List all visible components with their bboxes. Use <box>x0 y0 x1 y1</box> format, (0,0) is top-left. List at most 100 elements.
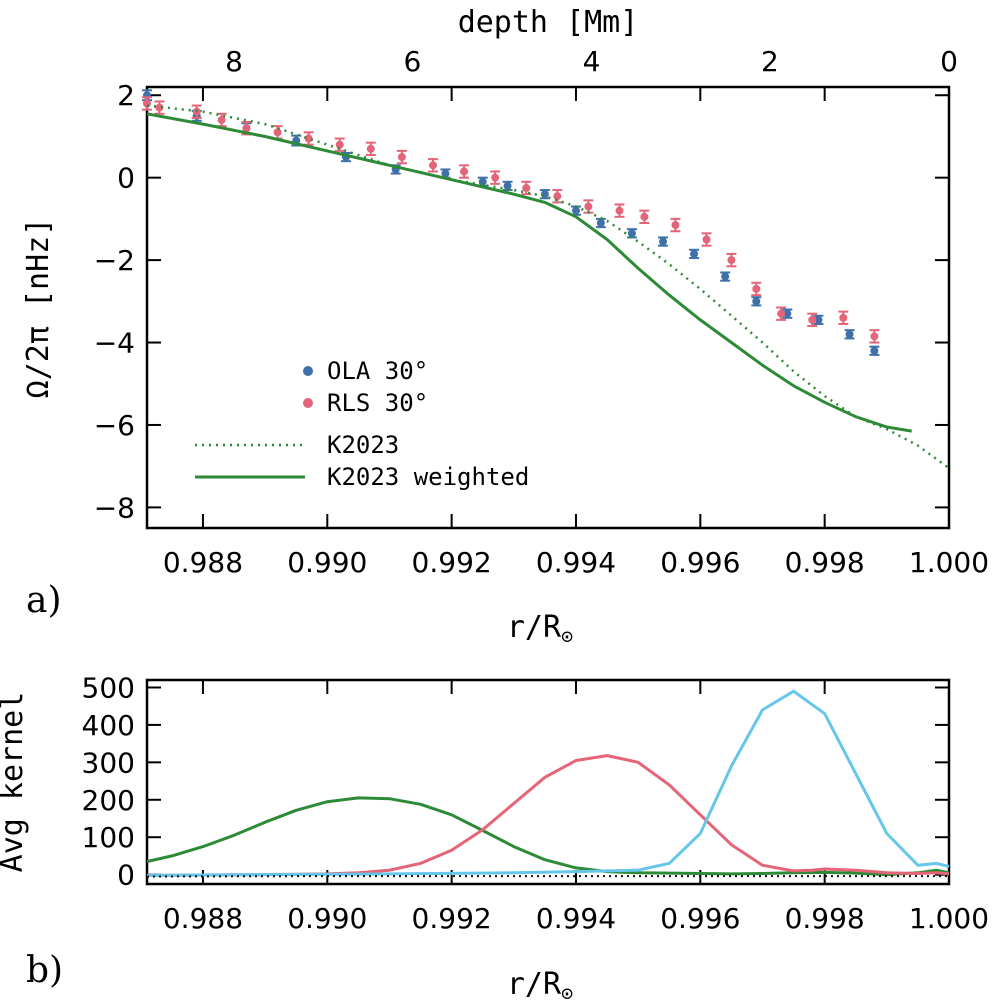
x-tick-label: 0.990 <box>287 902 367 935</box>
series-line <box>147 689 950 877</box>
y-tick-label: 300 <box>82 746 135 779</box>
series-line <box>147 112 912 433</box>
y-tick-label: 100 <box>82 821 135 854</box>
x-tick-label: 0.988 <box>163 546 243 579</box>
panel-a-data <box>142 89 950 470</box>
panel-b: 0.988 0.990 0.992 0.994 0.996 0.998 1.000 500 40… <box>0 671 989 1005</box>
top-tick-label: 4 <box>583 45 601 78</box>
data-point <box>242 124 251 133</box>
x-tick-label: 0.998 <box>785 546 865 579</box>
data-point <box>752 284 761 293</box>
panel-a-label: a) <box>26 580 62 621</box>
data-point <box>615 206 624 215</box>
panel-b-data <box>147 689 950 878</box>
panel-a-frame <box>145 85 951 530</box>
data-point <box>217 115 226 124</box>
data-point <box>335 140 344 149</box>
legend-rls-marker <box>303 398 313 408</box>
panel-b-xlabel-main: r/R <box>507 967 562 1002</box>
data-point <box>777 309 786 318</box>
panel-a-xlabel-sub: ⊙ <box>561 624 573 648</box>
panel-b-frame <box>145 678 951 886</box>
data-point <box>671 221 680 230</box>
y-tick-label: 0 <box>117 859 135 892</box>
data-point <box>814 315 823 324</box>
data-point <box>522 183 531 192</box>
data-point <box>571 206 580 215</box>
data-point <box>540 190 549 199</box>
x-tick-label: 1.000 <box>909 902 989 935</box>
series-line <box>147 754 950 877</box>
panel-a: 0.988 0.990 0.992 0.994 0.996 0.998 1.000 2 0 −2 −… <box>21 5 989 648</box>
legend-ola-marker <box>303 366 313 376</box>
panel-b-ticks: 0.988 0.990 0.992 0.994 0.996 0.998 1.000 500 40… <box>82 671 990 935</box>
x-tick-label: 0.988 <box>163 902 243 935</box>
data-point <box>845 330 854 339</box>
panel-b-xlabel: r/R⊙ <box>507 967 573 1005</box>
data-point <box>491 173 500 182</box>
panel-a-top-axis-label: depth [Mm] <box>458 5 639 40</box>
x-tick-label: 0.996 <box>660 546 740 579</box>
data-point <box>727 256 736 265</box>
data-point <box>783 309 792 318</box>
y-tick-label: −8 <box>94 491 135 524</box>
x-tick-label: 0.998 <box>785 902 865 935</box>
legend-k2023-weighted-label: K2023 weighted <box>327 463 529 491</box>
panel-a-legend: OLA 30° RLS 30° K2023 K2023 weighted <box>195 357 529 491</box>
top-tick-label: 8 <box>225 45 243 78</box>
data-point <box>596 219 605 228</box>
top-tick-label: 0 <box>940 45 958 78</box>
panel-a-xlabel: r/R⊙ <box>507 610 573 648</box>
panel-a-xlabel-main: r/R <box>507 610 562 645</box>
data-point <box>503 181 512 190</box>
data-point <box>584 202 593 211</box>
data-point <box>808 315 817 324</box>
panel-a-ticks: 0.988 0.990 0.992 0.994 0.996 0.998 1.000 2 0 −2 −… <box>94 45 989 579</box>
data-point <box>659 237 668 246</box>
y-tick-label: 2 <box>117 79 135 112</box>
data-point <box>273 128 282 137</box>
data-point <box>640 212 649 221</box>
top-tick-label: 2 <box>761 45 779 78</box>
data-point <box>428 161 437 170</box>
x-tick-label: 0.992 <box>412 902 492 935</box>
data-point <box>155 103 164 112</box>
series-line <box>147 796 950 877</box>
data-point <box>366 144 375 153</box>
data-point <box>304 134 313 143</box>
legend-k2023-label: K2023 <box>327 431 399 459</box>
panel-b-ylabel: Avg kernel <box>0 692 30 873</box>
panel-a-ylabel: Ω/2π [nHz] <box>21 218 56 399</box>
y-tick-label: −2 <box>94 244 135 277</box>
panel-b-xlabel-sub: ⊙ <box>561 981 573 1005</box>
data-point <box>460 167 469 176</box>
data-point <box>627 229 636 238</box>
data-point <box>752 297 761 306</box>
x-tick-label: 1.000 <box>909 546 989 579</box>
y-tick-label: −6 <box>94 409 135 442</box>
x-tick-label: 0.994 <box>536 902 616 935</box>
data-point <box>870 346 879 355</box>
data-point <box>721 272 730 281</box>
y-tick-label: 0 <box>117 162 135 195</box>
legend-rls-label: RLS 30° <box>327 389 428 417</box>
panel-b-label: b) <box>26 950 63 991</box>
data-point <box>839 313 848 322</box>
data-point <box>870 332 879 341</box>
legend-ola-label: OLA 30° <box>327 357 428 385</box>
y-tick-label: −4 <box>94 327 135 360</box>
y-tick-label: 500 <box>82 671 135 704</box>
data-point <box>690 249 699 258</box>
y-tick-label: 400 <box>82 709 135 742</box>
x-tick-label: 0.992 <box>412 546 492 579</box>
y-tick-label: 200 <box>82 784 135 817</box>
x-tick-label: 0.996 <box>660 902 740 935</box>
data-point <box>441 169 450 178</box>
x-tick-label: 0.990 <box>287 546 367 579</box>
data-point <box>702 235 711 244</box>
data-point <box>553 192 562 201</box>
series-line <box>147 104 950 470</box>
top-tick-label: 6 <box>404 45 422 78</box>
x-tick-label: 0.994 <box>536 546 616 579</box>
